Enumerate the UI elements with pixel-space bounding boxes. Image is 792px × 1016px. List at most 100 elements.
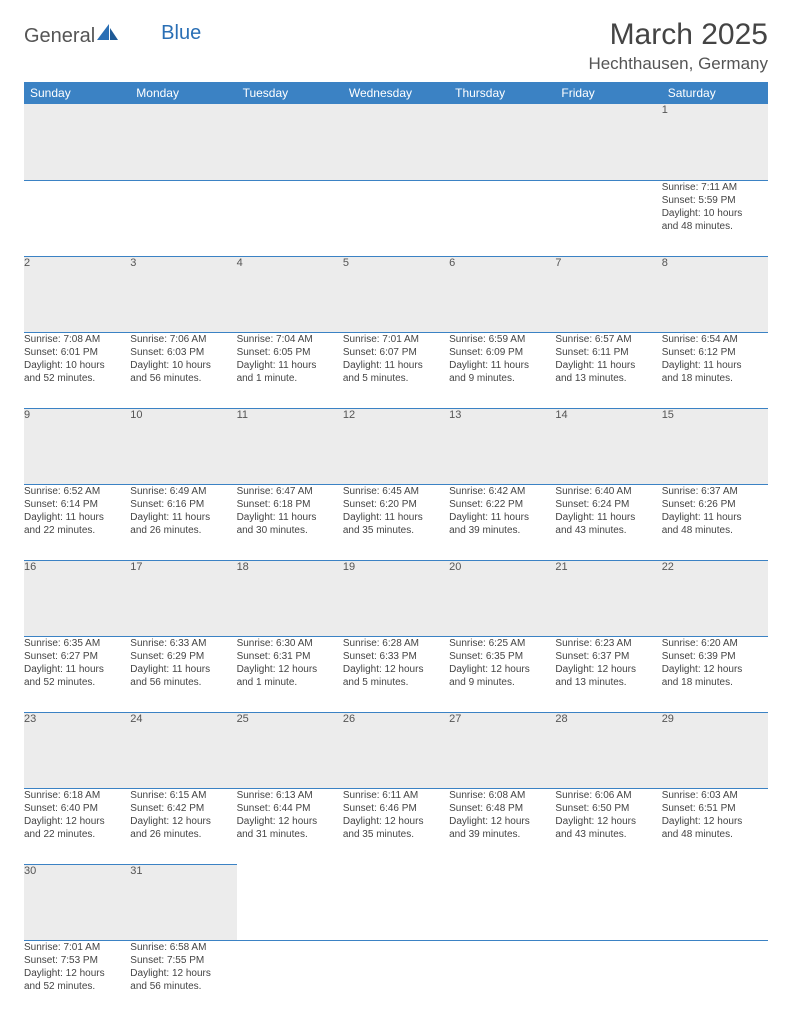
day-detail-line: Sunrise: 6:49 AM	[130, 485, 236, 498]
day-detail-line: Daylight: 12 hours	[130, 815, 236, 828]
day-detail-cell: Sunrise: 6:23 AMSunset: 6:37 PMDaylight:…	[555, 636, 661, 712]
day-detail-line: Sunset: 6:51 PM	[662, 802, 768, 815]
day-detail-line: Sunrise: 7:06 AM	[130, 333, 236, 346]
day-detail-line: Sunset: 6:16 PM	[130, 498, 236, 511]
day-number-cell: 27	[449, 712, 555, 788]
detail-row: Sunrise: 7:11 AMSunset: 5:59 PMDaylight:…	[24, 180, 768, 256]
day-detail-line: Daylight: 10 hours	[24, 359, 130, 372]
day-detail-line: and 31 minutes.	[237, 828, 343, 841]
day-detail-line: Sunrise: 6:08 AM	[449, 789, 555, 802]
day-detail-line: and 56 minutes.	[130, 676, 236, 689]
day-detail-line: Sunrise: 6:33 AM	[130, 637, 236, 650]
day-detail-line: Sunrise: 6:42 AM	[449, 485, 555, 498]
day-number-cell	[237, 864, 343, 940]
day-detail-cell	[24, 180, 130, 256]
day-number-cell	[449, 104, 555, 180]
day-number-cell: 8	[662, 256, 768, 332]
day-detail-line: and 18 minutes.	[662, 676, 768, 689]
day-detail-cell	[343, 940, 449, 1016]
day-detail-cell: Sunrise: 6:45 AMSunset: 6:20 PMDaylight:…	[343, 484, 449, 560]
day-detail-cell	[662, 940, 768, 1016]
day-number-cell: 9	[24, 408, 130, 484]
day-detail-line: and 39 minutes.	[449, 828, 555, 841]
day-detail-line: Daylight: 12 hours	[24, 967, 130, 980]
day-number-cell: 3	[130, 256, 236, 332]
day-number-cell: 22	[662, 560, 768, 636]
day-detail-line: Sunrise: 7:11 AM	[662, 181, 768, 194]
day-detail-line: Sunset: 6:18 PM	[237, 498, 343, 511]
day-number-cell: 14	[555, 408, 661, 484]
day-detail-line: and 56 minutes.	[130, 372, 236, 385]
day-detail-line: and 13 minutes.	[555, 372, 661, 385]
day-detail-line: and 48 minutes.	[662, 220, 768, 233]
day-detail-line: Daylight: 12 hours	[449, 663, 555, 676]
day-detail-line: Daylight: 12 hours	[555, 663, 661, 676]
day-detail-line: Sunset: 6:29 PM	[130, 650, 236, 663]
day-detail-line: Sunrise: 6:25 AM	[449, 637, 555, 650]
day-detail-line: and 39 minutes.	[449, 524, 555, 537]
detail-row: Sunrise: 7:08 AMSunset: 6:01 PMDaylight:…	[24, 332, 768, 408]
location: Hechthausen, Germany	[588, 54, 768, 74]
day-detail-line: Sunrise: 6:59 AM	[449, 333, 555, 346]
day-detail-line: Sunrise: 6:52 AM	[24, 485, 130, 498]
month-title: March 2025	[588, 18, 768, 52]
day-number-cell: 18	[237, 560, 343, 636]
day-detail-cell: Sunrise: 7:04 AMSunset: 6:05 PMDaylight:…	[237, 332, 343, 408]
day-detail-line: Sunset: 6:44 PM	[237, 802, 343, 815]
day-number-cell: 17	[130, 560, 236, 636]
day-detail-cell: Sunrise: 6:58 AMSunset: 7:55 PMDaylight:…	[130, 940, 236, 1016]
day-detail-line: Daylight: 11 hours	[24, 663, 130, 676]
day-detail-line: and 48 minutes.	[662, 524, 768, 537]
day-detail-line: Sunrise: 6:57 AM	[555, 333, 661, 346]
day-detail-line: Sunset: 6:03 PM	[130, 346, 236, 359]
day-number-cell	[24, 104, 130, 180]
day-number-cell: 19	[343, 560, 449, 636]
calendar-table: Sunday Monday Tuesday Wednesday Thursday…	[24, 82, 768, 1016]
day-detail-cell: Sunrise: 6:25 AMSunset: 6:35 PMDaylight:…	[449, 636, 555, 712]
day-detail-cell: Sunrise: 6:15 AMSunset: 6:42 PMDaylight:…	[130, 788, 236, 864]
day-detail-line: Sunrise: 7:01 AM	[24, 941, 130, 954]
daynum-row: 1	[24, 104, 768, 180]
day-detail-line: Sunset: 7:53 PM	[24, 954, 130, 967]
day-detail-line: and 35 minutes.	[343, 828, 449, 841]
day-detail-cell	[237, 180, 343, 256]
day-detail-line: Sunset: 6:24 PM	[555, 498, 661, 511]
day-detail-line: and 5 minutes.	[343, 676, 449, 689]
day-detail-cell: Sunrise: 7:06 AMSunset: 6:03 PMDaylight:…	[130, 332, 236, 408]
day-detail-line: Daylight: 11 hours	[24, 511, 130, 524]
day-detail-line: Sunset: 6:05 PM	[237, 346, 343, 359]
day-detail-line: Daylight: 12 hours	[555, 815, 661, 828]
day-detail-cell	[449, 180, 555, 256]
day-detail-line: Daylight: 12 hours	[237, 663, 343, 676]
day-detail-line: Sunset: 6:26 PM	[662, 498, 768, 511]
day-detail-cell: Sunrise: 6:42 AMSunset: 6:22 PMDaylight:…	[449, 484, 555, 560]
day-detail-line: Sunrise: 6:11 AM	[343, 789, 449, 802]
logo-sail-icon	[97, 24, 119, 49]
day-detail-line: and 43 minutes.	[555, 524, 661, 537]
day-detail-line: Daylight: 12 hours	[130, 967, 236, 980]
day-detail-line: Daylight: 11 hours	[662, 359, 768, 372]
day-detail-line: and 22 minutes.	[24, 524, 130, 537]
day-detail-line: Sunset: 6:46 PM	[343, 802, 449, 815]
day-detail-line: Sunrise: 6:47 AM	[237, 485, 343, 498]
day-detail-line: Daylight: 12 hours	[343, 663, 449, 676]
day-detail-line: and 26 minutes.	[130, 828, 236, 841]
day-number-cell: 30	[24, 864, 130, 940]
day-detail-line: and 18 minutes.	[662, 372, 768, 385]
day-detail-cell: Sunrise: 6:49 AMSunset: 6:16 PMDaylight:…	[130, 484, 236, 560]
day-number-cell: 1	[662, 104, 768, 180]
day-number-cell: 25	[237, 712, 343, 788]
day-detail-line: and 5 minutes.	[343, 372, 449, 385]
day-detail-line: Sunrise: 6:58 AM	[130, 941, 236, 954]
day-number-cell: 31	[130, 864, 236, 940]
logo-text-general: General	[24, 25, 95, 48]
day-detail-line: Sunset: 6:07 PM	[343, 346, 449, 359]
day-detail-line: and 52 minutes.	[24, 980, 130, 993]
day-detail-cell: Sunrise: 6:37 AMSunset: 6:26 PMDaylight:…	[662, 484, 768, 560]
weekday-header: Wednesday	[343, 82, 449, 104]
day-detail-line: Daylight: 11 hours	[449, 511, 555, 524]
day-detail-line: Sunset: 6:20 PM	[343, 498, 449, 511]
day-detail-cell: Sunrise: 6:06 AMSunset: 6:50 PMDaylight:…	[555, 788, 661, 864]
day-detail-line: Daylight: 11 hours	[343, 359, 449, 372]
day-detail-line: Sunrise: 6:45 AM	[343, 485, 449, 498]
